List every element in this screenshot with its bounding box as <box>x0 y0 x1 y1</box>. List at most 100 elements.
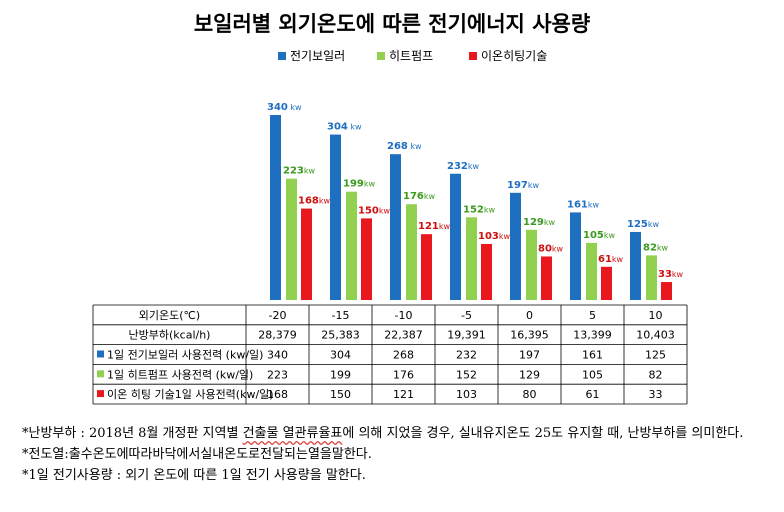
bar-label-1-0: 223kw <box>283 166 316 177</box>
table-cell-4-4: 80 <box>523 388 537 401</box>
bar-2-2 <box>421 234 432 300</box>
table-cell-1-2: 22,387 <box>384 329 423 342</box>
bar-label-0-5: 161kw <box>567 199 600 210</box>
bar-1-2 <box>406 204 417 300</box>
bar-label-1-6: 82kw <box>643 242 669 253</box>
bar-label-1-4: 129kw <box>523 217 556 228</box>
table-cell-2-1: 304 <box>330 349 351 362</box>
legend-swatch-0 <box>278 52 286 60</box>
table-row-label-2: 1일 전기보일러 사용전력 (kw/일) <box>107 348 263 362</box>
legend-label-2: 이온히팅기술 <box>481 49 547 63</box>
data-table: 외기온도(℃) -20 -15 -10 -5 0 5 10 난방부하(kcal/h) 28,379… <box>92 304 688 405</box>
bar-1-4 <box>526 229 537 300</box>
bar-0-5 <box>570 212 581 300</box>
table-cell-3-0: 223 <box>267 368 288 381</box>
bar-2-1 <box>361 218 372 300</box>
table-row-marker-2 <box>97 350 104 358</box>
bar-label-0-3: 232kw <box>447 161 480 172</box>
chart: 보일러별 외기온도에 따른 전기에너지 사용량 전기보일러 히트펌프 이온히팅기술 … <box>92 12 688 405</box>
table-row-label-0: 외기온도(℃) <box>139 309 200 322</box>
table-cell-3-5: 105 <box>582 368 603 381</box>
bar-1-5 <box>586 242 597 300</box>
table-cell-2-5: 161 <box>582 349 603 362</box>
note-heating-load: *난방부하 : 2018년 8월 개정판 지역별 건출물 열관류율표에 의해 지… <box>22 426 782 442</box>
bar-label-0-4: 197kw <box>507 180 540 191</box>
bar-label-1-3: 152kw <box>463 204 496 215</box>
bar-labels: 340 kw 223kw 168kw 304 kw 199kw 150kw 268 kw 17… <box>267 102 684 280</box>
table-cell-1-0: 28,379 <box>258 329 297 342</box>
table-cell-3-2: 176 <box>393 368 414 381</box>
bar-label-2-5: 61kw <box>598 254 624 265</box>
bar-label-1-2: 176kw <box>403 191 436 202</box>
bar-1-3 <box>466 217 477 300</box>
bar-2-3 <box>481 243 492 300</box>
table-cell-2-2: 268 <box>393 349 414 362</box>
table-cell-0-0: -20 <box>269 309 287 322</box>
legend-label-1: 히트펌프 <box>389 49 433 63</box>
bar-2-4 <box>541 256 552 300</box>
table-cell-4-5: 61 <box>586 388 600 401</box>
bar-0-6 <box>630 231 641 300</box>
table-cell-3-3: 152 <box>456 368 477 381</box>
note-heating-load-underlined: 건출물 열관류율표 <box>242 426 343 441</box>
table-cell-4-2: 121 <box>393 388 414 401</box>
table-cell-3-6: 82 <box>649 368 663 381</box>
table-row-label-1: 난방부하(kcal/h) <box>129 328 211 342</box>
table-cell-4-3: 103 <box>456 388 477 401</box>
note-heating-load-text: *난방부하 : 2018년 8월 개정판 지역별 <box>22 426 243 441</box>
bar-0-4 <box>510 192 521 300</box>
bar-2-5 <box>601 266 612 300</box>
table-cell-1-4: 16,395 <box>510 329 549 342</box>
table-cell-1-5: 13,399 <box>573 329 612 342</box>
bar-1-6 <box>646 255 657 300</box>
note-daily-usage: *1일 전기사용량 : 외기 온도에 따른 1일 전기 사용량을 말한다. <box>22 468 366 483</box>
table-row-label-3: 1일 히트펌프 사용전력 (kw/일) <box>107 367 253 381</box>
bar-label-1-5: 105kw <box>583 230 616 241</box>
legend-swatch-1 <box>377 52 385 60</box>
table-cell-2-6: 125 <box>645 349 666 362</box>
table-cell-1-3: 19,391 <box>447 329 486 342</box>
table-cell-0-3: -5 <box>461 309 472 322</box>
legend-label-0: 전기보일러 <box>290 49 345 63</box>
bars <box>270 115 672 300</box>
bar-label-2-3: 103kw <box>478 231 511 242</box>
table-cell-4-1: 150 <box>330 388 351 401</box>
table-cell-0-2: -10 <box>395 309 413 322</box>
table-row-marker-4 <box>97 390 104 398</box>
table-cell-0-4: 0 <box>526 309 533 322</box>
bar-label-0-6: 125kw <box>627 219 660 230</box>
table-cell-4-0: 168 <box>267 388 288 401</box>
bar-label-0-1: 304 kw <box>327 122 362 133</box>
bar-label-0-2: 268 kw <box>387 141 422 152</box>
bar-label-2-2: 121kw <box>418 221 451 232</box>
bar-1-1 <box>346 191 357 300</box>
legend-swatch-2 <box>469 52 477 60</box>
table-cell-3-4: 129 <box>519 368 540 381</box>
bar-0-1 <box>330 134 341 300</box>
bar-label-0-0: 340 kw <box>267 102 302 113</box>
table-cell-0-5: 5 <box>589 309 596 322</box>
bar-label-1-1: 199kw <box>343 179 376 190</box>
table-cell-2-4: 197 <box>519 349 540 362</box>
table-cell-3-1: 199 <box>330 368 351 381</box>
table-cell-1-1: 25,383 <box>321 329 360 342</box>
table-cell-0-6: 10 <box>649 309 663 322</box>
bar-2-0 <box>301 208 312 300</box>
bar-0-0 <box>270 115 281 300</box>
note-heating-load-text-end: 에 의해 지었을 경우, 실내유지온도 25도 유지할 때, 난방부하를 의미한… <box>342 426 744 441</box>
table-cell-4-6: 33 <box>649 388 663 401</box>
table-cell-2-0: 340 <box>267 349 288 362</box>
table-cell-0-1: -15 <box>332 309 350 322</box>
bar-1-0 <box>286 178 297 300</box>
table-cell-2-3: 232 <box>456 349 477 362</box>
table-row-marker-3 <box>97 370 104 378</box>
bar-label-2-6: 33kw <box>658 269 684 280</box>
footnotes: *난방부하 : 2018년 8월 개정판 지역별 건출물 열관류율표에 의해 지… <box>22 426 782 489</box>
table-cell-1-6: 10,403 <box>636 329 675 342</box>
bar-label-2-4: 80kw <box>538 243 564 254</box>
bar-label-2-1: 150kw <box>358 205 391 216</box>
bar-label-2-0: 168kw <box>298 196 331 207</box>
bar-0-2 <box>390 154 401 300</box>
note-conduction: *전도열:출수온도에따라바닥에서실내온도로전달되는열을말한다. <box>22 447 372 462</box>
bar-2-6 <box>661 282 672 300</box>
